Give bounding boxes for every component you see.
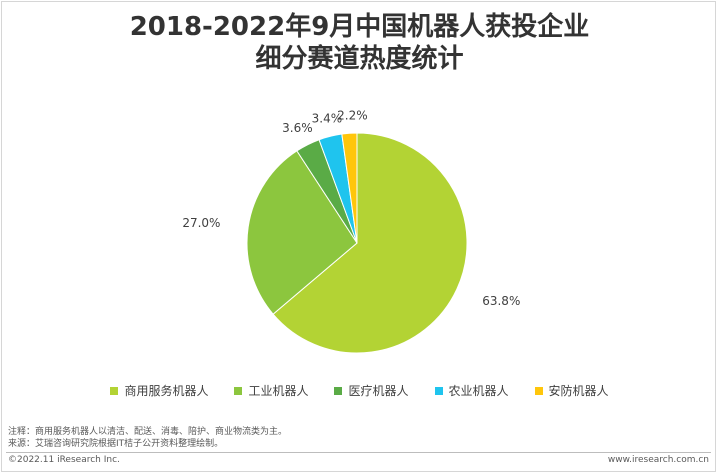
legend-swatch xyxy=(110,386,119,395)
pie-chart: 63.8% 27.0% 3.6%3.4%2.2% xyxy=(182,108,520,354)
slice-label: 3.4% xyxy=(312,112,343,126)
copyright-text: ©2022.11 iResearch Inc. xyxy=(8,455,120,465)
legend-swatch xyxy=(434,386,443,395)
footer-divider xyxy=(6,452,711,453)
chart-title-line-2: 细分赛道热度统计 xyxy=(255,44,464,74)
legend-item: 工业机器人 xyxy=(234,382,308,399)
legend-swatch xyxy=(234,386,243,395)
legend-label: 商用服务机器人 xyxy=(124,384,209,398)
chart-notes: 注释：商用服务机器人以清洁、配送、消毒、陪护、商业物流类为主。 来源：艾瑞咨询研… xyxy=(8,426,287,450)
pie-slice xyxy=(341,132,358,244)
note-text: 注释：商用服务机器人以清洁、配送、消毒、陪护、商业物流类为主。 xyxy=(8,427,288,437)
legend-item: 农业机器人 xyxy=(434,382,509,399)
chart-title-line-1: 2018-2022年9月中国机器人获投企业 xyxy=(129,12,590,42)
legend-swatch xyxy=(534,386,543,395)
legend-swatch xyxy=(334,386,343,395)
website-url: www.iresearch.com.cn xyxy=(607,455,709,465)
legend-label: 医疗机器人 xyxy=(348,384,409,398)
chart-legend: 商用服务机器人 工业机器人 医疗机器人 农业机器人 安防机器人 xyxy=(0,382,719,399)
slice-label: 63.8% xyxy=(482,294,520,308)
legend-item: 商用服务机器人 xyxy=(110,382,208,399)
slice-label: 27.0% xyxy=(182,216,220,230)
slice-label: 3.6% xyxy=(282,121,313,135)
pie-slice xyxy=(246,150,358,315)
legend-label: 工业机器人 xyxy=(248,384,309,398)
legend-label: 农业机器人 xyxy=(448,384,509,398)
source-text: 来源：艾瑞咨询研究院根据IT桔子公开资料整理绘制。 xyxy=(8,439,224,449)
legend-item: 安防机器人 xyxy=(534,382,609,399)
legend-item: 医疗机器人 xyxy=(334,382,409,399)
slice-label: 2.2% xyxy=(337,108,368,122)
pie-slice xyxy=(272,132,468,354)
legend-label: 安防机器人 xyxy=(548,384,609,398)
